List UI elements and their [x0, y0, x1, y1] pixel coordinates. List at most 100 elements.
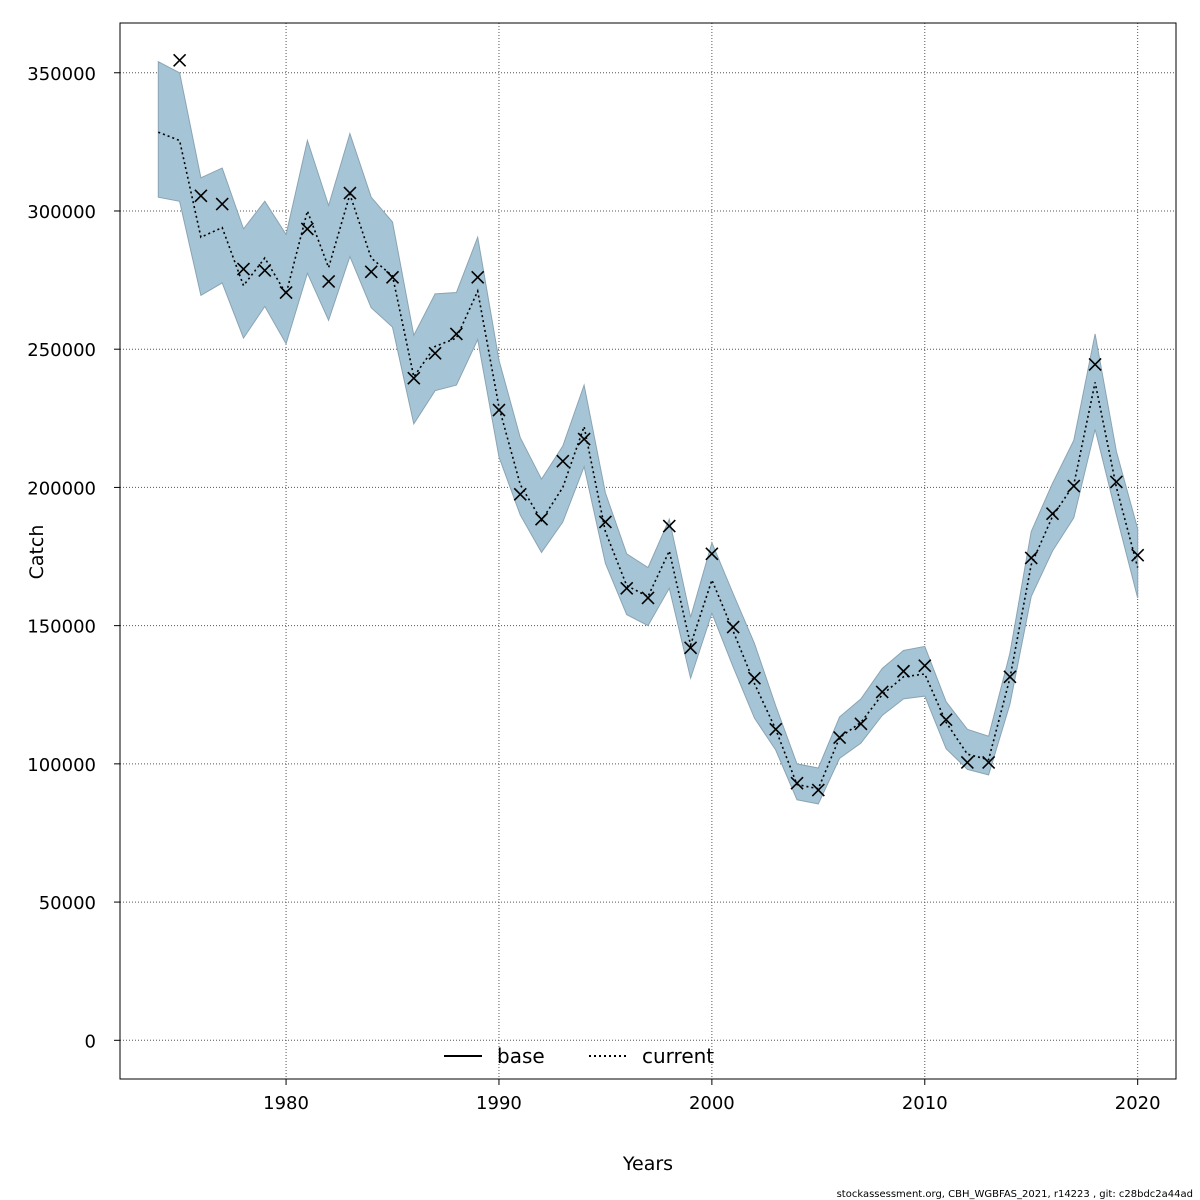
data-point-stroke	[236, 262, 251, 276]
observed-catch-points	[173, 53, 1145, 797]
data-point-stroke	[1088, 357, 1102, 371]
x-axis-ticks: 1980 1990 2000 2010 2020	[263, 1079, 1161, 1114]
data-point	[258, 263, 272, 277]
x-tick-label: 1980	[263, 1093, 309, 1114]
data-point-stroke	[534, 512, 549, 526]
x-axis-title: Years	[622, 1153, 673, 1175]
data-point	[939, 713, 953, 727]
data-point	[598, 515, 612, 529]
y-tick-label: 200000	[27, 478, 96, 499]
data-point-stroke	[726, 620, 740, 634]
data-point	[173, 53, 187, 67]
data-point	[1088, 357, 1102, 371]
data-point	[1024, 551, 1038, 565]
y-tick-label: 150000	[27, 617, 96, 638]
data-point	[322, 274, 336, 289]
data-point	[875, 685, 889, 699]
data-point	[854, 717, 868, 731]
data-point	[513, 487, 527, 501]
data-point-stroke	[322, 274, 336, 289]
data-point-stroke	[896, 664, 911, 678]
data-point-stroke	[194, 189, 208, 203]
data-point	[918, 659, 932, 673]
data-point-stroke	[343, 186, 357, 200]
confidence-band-area	[157, 60, 1139, 805]
data-point-stroke	[300, 222, 314, 236]
data-point	[279, 285, 293, 300]
data-point-stroke	[1109, 475, 1123, 489]
data-point-stroke	[854, 717, 868, 731]
data-point	[747, 671, 762, 685]
data-point-stroke	[705, 547, 719, 561]
data-point	[726, 620, 740, 634]
y-tick-label: 100000	[27, 755, 96, 776]
data-point-stroke	[982, 755, 996, 770]
data-point	[428, 346, 442, 360]
data-point-stroke	[620, 581, 634, 595]
data-point-stroke	[790, 776, 804, 790]
plot-border	[119, 22, 1177, 1080]
data-point	[620, 581, 634, 595]
data-point	[1109, 475, 1123, 489]
data-point-stroke	[385, 270, 400, 284]
data-point-stroke	[449, 327, 463, 341]
data-point	[960, 755, 974, 770]
data-point	[705, 547, 719, 561]
data-point-stroke	[513, 487, 527, 501]
data-point	[194, 189, 208, 203]
x-tick-label: 1990	[476, 1093, 522, 1114]
data-point	[811, 783, 825, 797]
data-point-stroke	[769, 722, 783, 736]
y-tick-label: 250000	[27, 340, 96, 361]
confidence-band	[157, 60, 1139, 805]
data-point-stroke	[747, 671, 762, 685]
data-point-stroke	[875, 685, 889, 699]
data-point-stroke	[577, 432, 591, 446]
y-tick-label: 50000	[39, 893, 96, 914]
data-point-stroke	[1045, 507, 1060, 521]
data-point-stroke	[258, 263, 272, 277]
data-point	[236, 262, 251, 276]
data-point-stroke	[1131, 548, 1145, 562]
data-point-stroke	[684, 641, 698, 655]
y-tick-label: 350000	[27, 64, 96, 85]
data-point-stroke	[471, 270, 485, 284]
data-point	[982, 755, 996, 770]
data-point	[364, 265, 378, 279]
data-point	[684, 641, 698, 655]
data-point	[300, 222, 314, 236]
data-point	[1045, 507, 1060, 521]
data-point-stroke	[960, 755, 974, 770]
x-tick-label: 2020	[1115, 1093, 1161, 1114]
data-point	[385, 270, 400, 284]
data-point	[662, 519, 676, 533]
data-point-stroke	[811, 783, 825, 797]
data-point	[577, 432, 591, 446]
data-point	[556, 454, 570, 468]
data-point-stroke	[215, 197, 229, 211]
current-series-line	[158, 131, 1139, 790]
data-point	[833, 731, 847, 745]
data-point-stroke	[173, 53, 187, 67]
legend-current-label: current	[642, 1044, 714, 1068]
data-point-stroke	[1024, 551, 1038, 565]
data-point-stroke	[918, 659, 932, 673]
data-point-stroke	[598, 515, 612, 529]
legend: base current	[444, 1044, 714, 1068]
x-tick-label: 2010	[902, 1093, 948, 1114]
data-point	[1131, 548, 1145, 562]
data-point	[471, 270, 485, 284]
data-point-stroke	[662, 519, 676, 533]
data-point	[896, 664, 911, 678]
data-point-stroke	[428, 346, 442, 360]
series-line-current	[158, 131, 1139, 790]
data-point-stroke	[492, 403, 506, 417]
data-point	[449, 327, 463, 341]
x-tick-label: 2000	[689, 1093, 735, 1114]
data-point	[769, 722, 783, 736]
y-tick-label: 0	[85, 1031, 96, 1052]
data-point-stroke	[364, 265, 378, 279]
data-point-stroke	[1067, 479, 1081, 493]
legend-base-label: base	[497, 1044, 545, 1068]
